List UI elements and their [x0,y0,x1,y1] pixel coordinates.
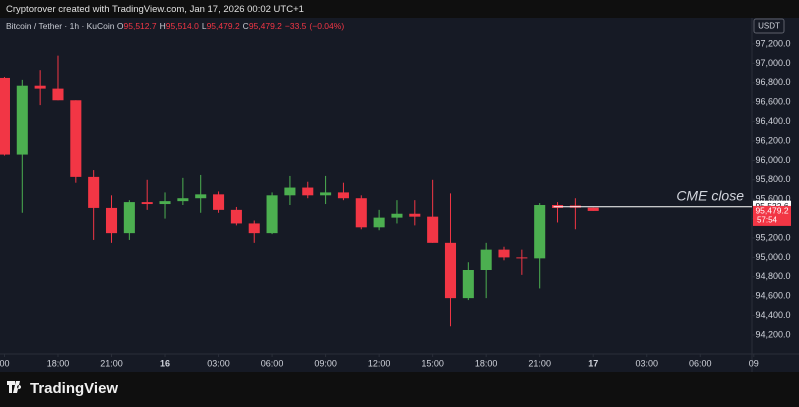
y-tick-label: 97,200.0 [755,38,790,48]
x-tick-label: 06:00 [261,358,284,368]
candle-body [52,88,64,101]
y-tick-label: 95,200.0 [755,232,790,242]
legend-key: O [116,21,124,31]
candle-body [373,217,385,228]
last-price-tag [753,205,791,226]
y-tick-label: 96,200.0 [755,135,790,145]
candle-body [444,242,457,299]
header: Cryptorover created with TradingView.com… [6,4,304,15]
y-tick-label: 94,600.0 [755,291,790,301]
x-tick-label: 15:00 [421,358,444,368]
legend-value: 95,514.0 [165,21,199,31]
y-tick-label: 95,600.0 [755,194,790,204]
y-tick-label: 96,400.0 [755,116,790,126]
x-tick-label: 09:00 [314,358,337,368]
candle-body [480,249,492,270]
x-tick-label: 00 [0,358,9,368]
y-tick-label: 95,000.0 [755,252,790,262]
candle-body [213,194,225,210]
candle-body [230,209,242,224]
candle-body [302,187,314,196]
legend-value: 95,479.2 [248,21,282,31]
countdown: 57:54 [757,216,778,225]
x-tick-label: 09 [749,358,759,368]
level-text: CME close [676,187,744,203]
candle-body [284,187,296,196]
x-tick-label: 21:00 [528,358,551,368]
watermark: TradingView [30,380,119,397]
legend: Bitcoin / Tether · 1h · KuCoin O95,512.7… [6,21,347,31]
legend-key: H [159,21,166,31]
candle-body [105,207,118,234]
candle-body [159,201,171,205]
candle-body [391,213,403,218]
currency: USDT [758,22,780,31]
candle-body [427,216,439,243]
candle-body [337,192,349,199]
y-tick-label: 95,800.0 [755,174,790,184]
candle-body [88,176,100,208]
x-tick-label: 18:00 [47,358,70,368]
y-tick-label: 94,800.0 [755,271,790,281]
x-tick-label: 17 [588,358,598,368]
candle-body [534,205,546,259]
candle-body [409,213,421,217]
legend-key: L [201,21,207,31]
candle-body [498,249,510,258]
candle-body [0,77,10,155]
x-tick-label: 06:00 [689,358,712,368]
chart-background [0,18,799,372]
candle-body [195,194,207,199]
x-tick-label: 03:00 [207,358,230,368]
change-percent: (−0.04%) [309,21,345,31]
candle-body [355,198,367,228]
candle-body [587,207,599,211]
candle-body [70,100,82,177]
last-price-label: 95,479.2 [755,206,788,216]
y-tick-label: 96,600.0 [755,97,790,107]
legend-value: 95,512.7 [123,21,157,31]
y-tick-label: 96,000.0 [755,155,790,165]
candle-body [16,85,28,155]
x-tick-label: 21:00 [100,358,123,368]
plot [0,55,599,327]
logo-icon [7,381,22,393]
x-tick-label: 18:00 [475,358,498,368]
candle-body [177,198,189,202]
y-tick-label: 97,000.0 [755,58,790,68]
legend-key: C [242,21,249,31]
x-tick-label: 16 [160,358,170,368]
y-tick-label: 96,800.0 [755,77,790,87]
candle-body [320,192,332,196]
candle-body [141,202,153,205]
currency-box [753,18,785,34]
legend-value: 95,479.2 [206,21,240,31]
x-tick-label: 03:00 [635,358,658,368]
candle-body [248,223,260,234]
x-tick-label: 12:00 [368,358,391,368]
symbol: Bitcoin / Tether · 1h · KuCoin [6,21,115,31]
candle-body [34,85,46,89]
y-tick-label: 94,400.0 [755,310,790,320]
candle-body [462,270,474,299]
change: −33.5 [284,21,307,31]
candle-body [266,195,278,234]
ohlc-values: O95,512.7 H95,514.0 L95,479.2 C95,479.2 −33.… [117,21,347,31]
candle-body [516,257,528,259]
y-tick-label: 94,200.0 [755,329,790,339]
candle-body [123,202,135,234]
